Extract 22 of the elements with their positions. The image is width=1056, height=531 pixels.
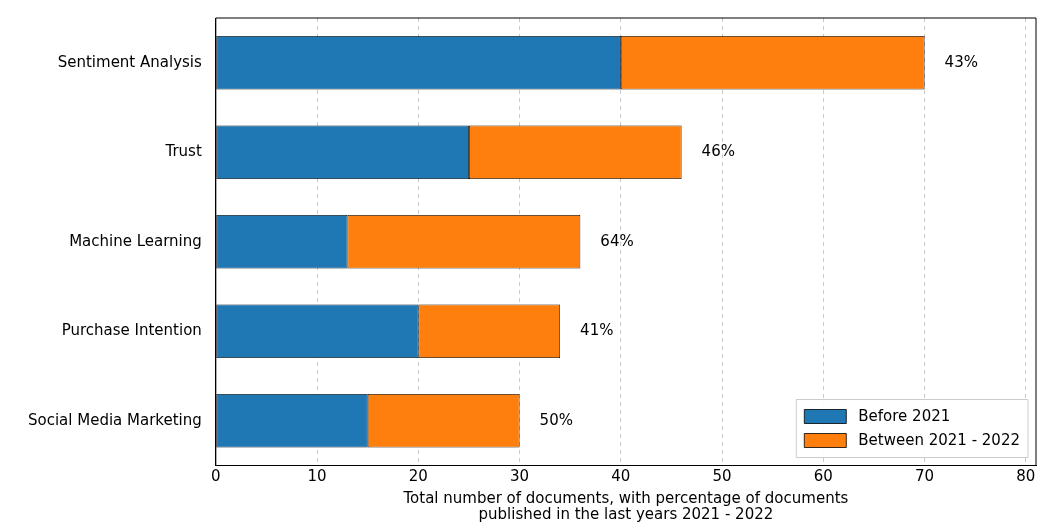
x-tick-label: 30 xyxy=(510,467,530,486)
x-tick-label: 60 xyxy=(813,467,833,486)
legend-label: Before 2021 xyxy=(858,407,951,426)
y-tick-label: Machine Learning xyxy=(69,231,202,250)
x-tick-label: 20 xyxy=(408,467,428,486)
annotation: 43% xyxy=(944,52,978,71)
annotation: 41% xyxy=(580,321,614,340)
annotation: 50% xyxy=(539,410,573,429)
y-tick-label: Purchase Intention xyxy=(61,321,202,340)
y-tick-label: Social Media Marketing xyxy=(27,410,202,429)
annotation: 64% xyxy=(600,231,634,250)
legend-label: Between 2021 - 2022 xyxy=(858,431,1021,450)
x-tick-label: 70 xyxy=(915,467,935,486)
annotation: 46% xyxy=(701,142,735,161)
x-tick-label: 80 xyxy=(1016,467,1036,486)
x-tick-label: 10 xyxy=(307,467,327,486)
x-tick-label: 40 xyxy=(611,467,631,486)
x-axis-title: Total number of documents, with percentage of documents published in the last years 2021 - 2022 xyxy=(402,489,849,524)
x-tick-label: 0 xyxy=(211,467,221,486)
y-tick-label: Trust xyxy=(164,142,202,161)
y-tick-label: Sentiment Analysis xyxy=(57,52,202,71)
x-tick-label: 50 xyxy=(712,467,732,486)
